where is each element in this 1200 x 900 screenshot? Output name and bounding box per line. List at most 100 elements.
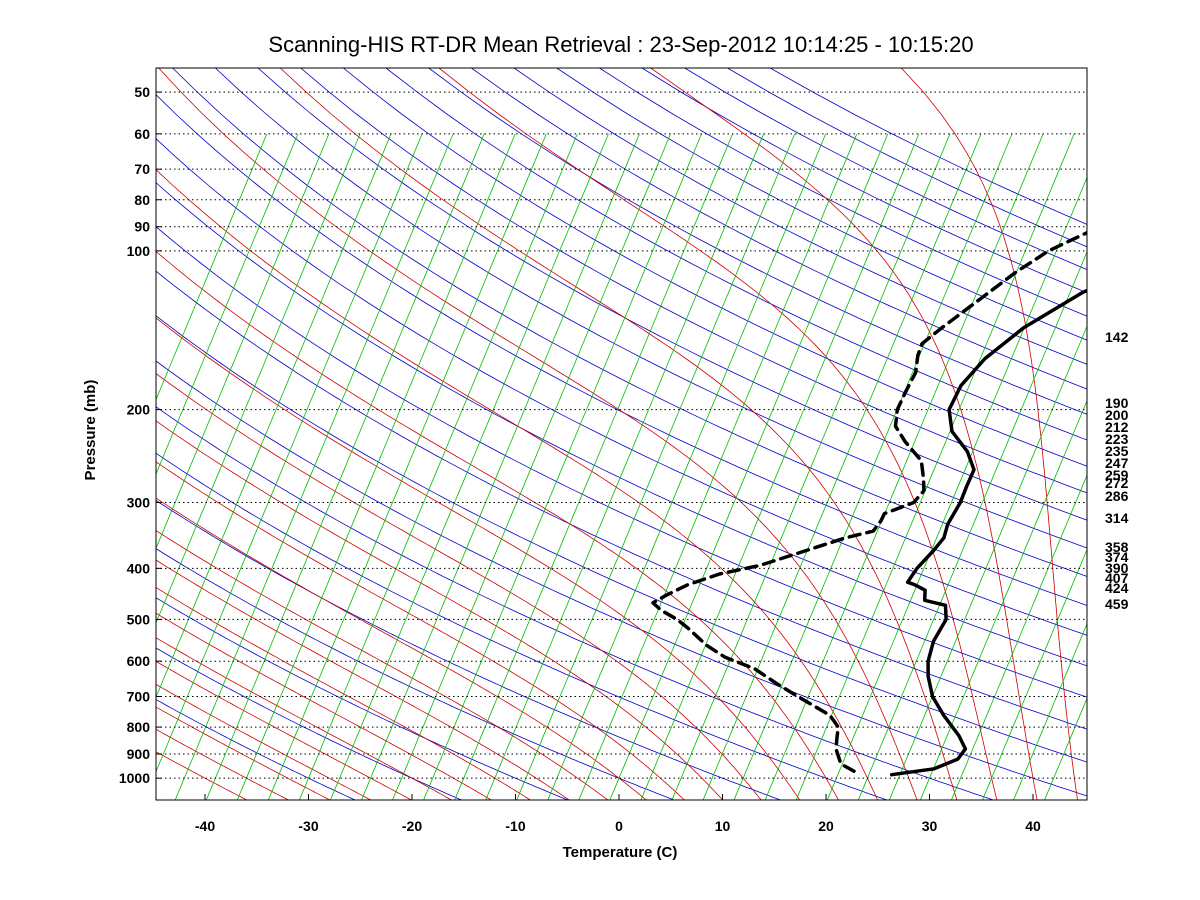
x-tick-label: 0 [615, 818, 623, 834]
y-tick-label: 90 [134, 219, 150, 235]
y-tick-labels: 50 60 70 80 90 100 200 300 400 500 600 700 800 900 100… [119, 84, 150, 786]
mixing-ratio-line [702, 133, 982, 800]
mixing-ratio-line [1044, 697, 1087, 800]
x-tick-label: 30 [922, 818, 938, 834]
x-tick-labels: -40 -30 -20 -10 0 10 20 30 40 [195, 794, 1041, 834]
y-tick-label: 1000 [119, 770, 150, 786]
x-tick-label: -20 [402, 818, 422, 834]
dry-adiabat-line [156, 182, 1087, 667]
right-level-label: 200 [1105, 407, 1129, 423]
moist-adiabat-line [156, 250, 839, 800]
right-level-label: 286 [1105, 488, 1129, 504]
dry-adiabat-line [156, 315, 1087, 763]
moist-adiabat-line [156, 728, 289, 800]
y-tick-label: 300 [127, 494, 151, 510]
mixing-ratio-line [205, 133, 485, 800]
mixing-ratio-line [361, 133, 640, 800]
right-level-label: 247 [1105, 455, 1129, 471]
right-level-label: 459 [1105, 596, 1129, 612]
mixing-ratio-line [156, 133, 361, 624]
mixing-ratio-line [156, 133, 299, 476]
mixing-ratio-line [330, 133, 609, 800]
y-tick-label: 600 [127, 653, 151, 669]
mixing-ratio-line [982, 548, 1087, 800]
mixing-ratio-line [826, 176, 1087, 800]
mixing-ratio-line [423, 133, 702, 800]
moist-adiabat-line [156, 637, 452, 800]
dry-adiabat-line [156, 548, 675, 800]
dry-adiabat-line [156, 94, 1087, 607]
moist-adiabat-line [901, 68, 1078, 800]
y-tick-label: 700 [127, 688, 151, 704]
dry-adiabat-line [156, 647, 462, 800]
mixing-ratio-line [299, 133, 578, 800]
right-level-label: 212 [1105, 419, 1129, 435]
moist-adiabat-line [156, 559, 570, 800]
moist-adiabat-line [158, 68, 918, 800]
dry-adiabat-line [156, 270, 1087, 730]
right-level-label: 235 [1105, 443, 1129, 459]
y-tick-label: 100 [127, 243, 151, 259]
mixing-ratio-line [547, 133, 827, 800]
right-level-label: 272 [1105, 475, 1129, 491]
x-tick-label: -10 [505, 818, 525, 834]
profile-lines [651, 230, 1087, 777]
mixing-ratio-line [640, 133, 920, 800]
mixing-ratio-line [920, 399, 1087, 800]
moist-adiabat-line [650, 68, 1038, 800]
dry-adiabat-line [215, 68, 1087, 549]
right-level-label: 259 [1105, 467, 1129, 483]
y-tick-label: 900 [127, 746, 151, 762]
mixing-ratio-line [174, 133, 454, 800]
moist-adiabat-line [156, 586, 531, 800]
dry-adiabat-line [156, 500, 781, 800]
mixing-ratio-line [671, 133, 951, 800]
moist-adiabat-line [156, 660, 412, 800]
right-level-label: 223 [1105, 431, 1129, 447]
moist-adiabat-line [438, 68, 998, 800]
mixing-ratio-line [392, 133, 671, 800]
dry-adiabat-line [156, 597, 568, 800]
moist-adiabat-line [156, 373, 762, 800]
moist-adiabat-line [156, 420, 723, 800]
right-level-label: 358 [1105, 539, 1129, 555]
dry-adiabat-line [172, 68, 1087, 577]
mixing-ratio-line [267, 133, 547, 800]
dry-adiabat-line [156, 452, 887, 800]
mixing-ratio-line [236, 133, 516, 800]
y-tick-label: 60 [134, 126, 150, 142]
y-tick-label: 800 [127, 719, 151, 735]
mixing-ratio-line [733, 133, 1013, 800]
right-level-label: 142 [1105, 329, 1129, 345]
right-level-label: 190 [1105, 395, 1129, 411]
mixing-ratio-line [578, 133, 858, 800]
moist-adiabat-line [156, 169, 879, 800]
right-level-label: 390 [1105, 560, 1129, 576]
x-tick-label: 10 [715, 818, 731, 834]
x-tick-label: 40 [1025, 818, 1041, 834]
y-tick-label: 400 [127, 560, 151, 576]
x-tick-label: -30 [298, 818, 318, 834]
mixing-ratio-line [1013, 622, 1087, 800]
dry-adiabat-line [156, 699, 356, 800]
mixing-ratio-line [951, 474, 1087, 800]
mixing-ratio-line [609, 133, 889, 800]
moist-adiabat-line [156, 497, 647, 800]
y-tick-label: 50 [134, 84, 150, 100]
right-level-label: 424 [1105, 580, 1129, 596]
mixing-ratio-line [764, 133, 1044, 800]
moist-adiabat-line [156, 612, 492, 800]
moist-adiabat-line [156, 683, 371, 800]
pressure-gridlines [156, 91, 1087, 779]
dry-adiabat-line [156, 138, 1087, 636]
mixing-ratio-line [156, 133, 392, 699]
right-level-label: 314 [1105, 510, 1129, 526]
dry-adiabat-line [556, 68, 1087, 341]
y-tick-label: 500 [127, 611, 151, 627]
mixing-ratio-line [516, 133, 796, 800]
y-tick-label: 80 [134, 192, 150, 208]
moist-adiabat-line [156, 461, 685, 800]
background-lines [156, 68, 1087, 800]
